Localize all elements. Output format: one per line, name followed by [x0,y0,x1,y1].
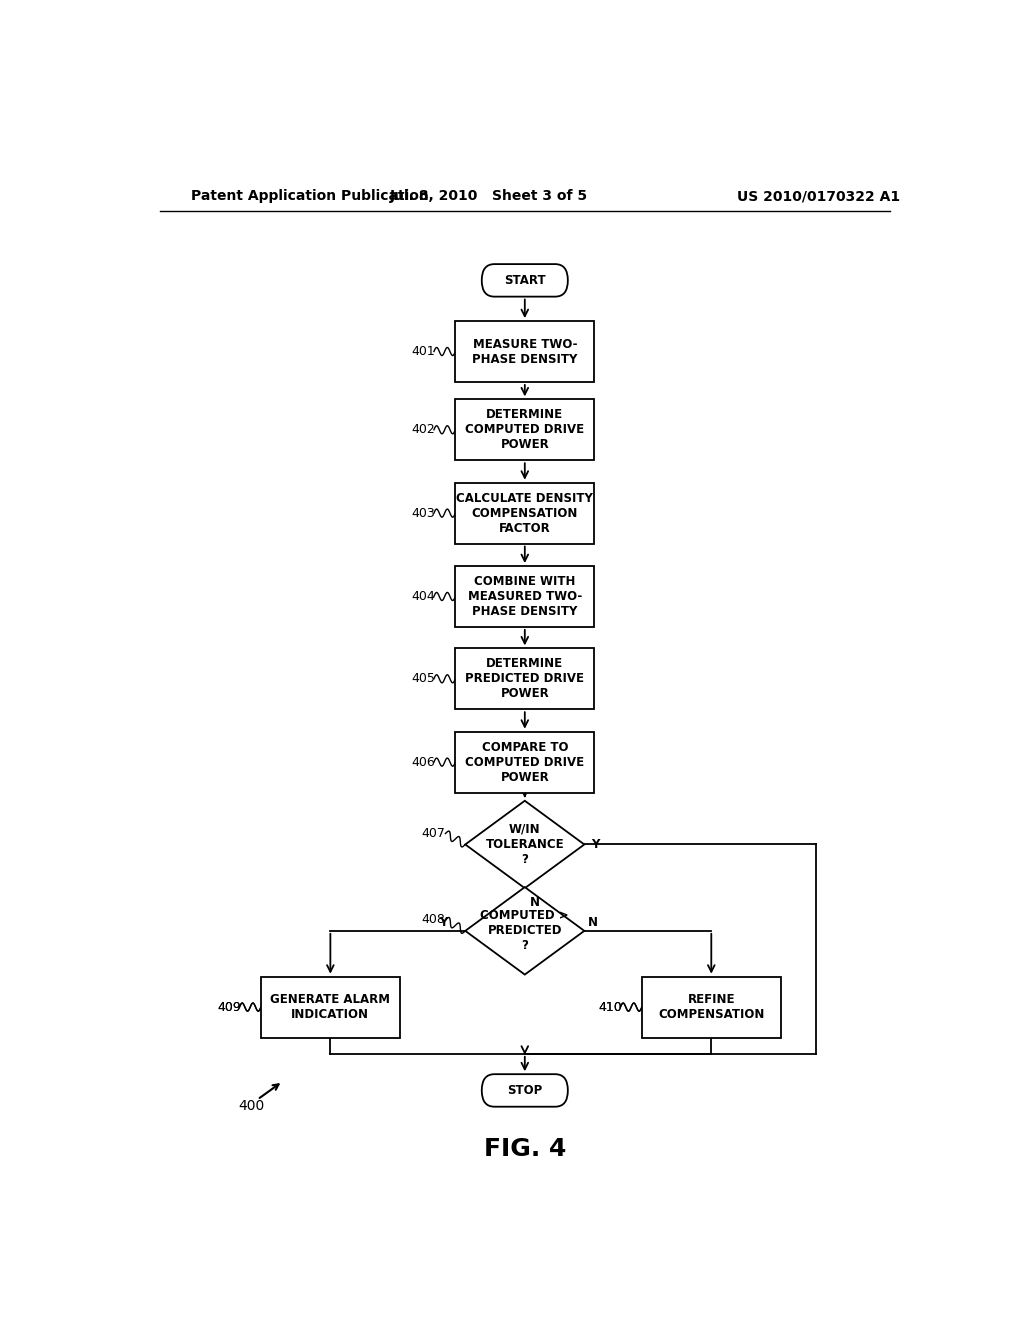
Polygon shape [465,801,585,888]
Text: 407: 407 [422,828,445,840]
Text: Y: Y [439,916,447,929]
FancyBboxPatch shape [642,977,780,1038]
Text: GENERATE ALARM
INDICATION: GENERATE ALARM INDICATION [270,993,390,1022]
FancyBboxPatch shape [481,1074,568,1106]
Text: 410: 410 [598,1001,622,1014]
FancyBboxPatch shape [456,399,594,461]
Text: 409: 409 [217,1001,241,1014]
Text: US 2010/0170322 A1: US 2010/0170322 A1 [737,189,900,203]
FancyBboxPatch shape [261,977,399,1038]
FancyBboxPatch shape [456,321,594,381]
Text: COMPARE TO
COMPUTED DRIVE
POWER: COMPARE TO COMPUTED DRIVE POWER [465,741,585,784]
Text: COMBINE WITH
MEASURED TWO-
PHASE DENSITY: COMBINE WITH MEASURED TWO- PHASE DENSITY [468,576,582,618]
Text: MEASURE TWO-
PHASE DENSITY: MEASURE TWO- PHASE DENSITY [472,338,578,366]
Text: 408: 408 [422,913,445,927]
Text: 404: 404 [412,590,435,603]
Text: STOP: STOP [507,1084,543,1097]
Text: COMPUTED >
PREDICTED
?: COMPUTED > PREDICTED ? [480,909,569,952]
Text: Y: Y [591,838,599,851]
Text: N: N [529,896,540,909]
Text: 403: 403 [412,507,435,520]
Text: W/IN
TOLERANCE
?: W/IN TOLERANCE ? [485,822,564,866]
Text: Patent Application Publication: Patent Application Publication [191,189,429,203]
Text: N: N [588,916,598,929]
FancyBboxPatch shape [456,648,594,709]
Text: DETERMINE
PREDICTED DRIVE
POWER: DETERMINE PREDICTED DRIVE POWER [465,657,585,701]
Text: DETERMINE
COMPUTED DRIVE
POWER: DETERMINE COMPUTED DRIVE POWER [465,408,585,451]
Text: 402: 402 [412,424,435,437]
FancyBboxPatch shape [456,483,594,544]
Text: FIG. 4: FIG. 4 [483,1138,566,1162]
Text: 406: 406 [412,755,435,768]
Text: 400: 400 [238,1098,264,1113]
Text: Jul. 8, 2010   Sheet 3 of 5: Jul. 8, 2010 Sheet 3 of 5 [390,189,588,203]
Text: 410: 410 [598,1001,622,1014]
FancyBboxPatch shape [456,566,594,627]
Text: START: START [504,273,546,286]
Text: CALCULATE DENSITY
COMPENSATION
FACTOR: CALCULATE DENSITY COMPENSATION FACTOR [457,491,593,535]
Text: 405: 405 [412,672,435,685]
FancyBboxPatch shape [481,264,568,297]
Text: REFINE
COMPENSATION: REFINE COMPENSATION [658,993,765,1022]
Text: 401: 401 [412,345,435,358]
Polygon shape [465,887,585,974]
FancyBboxPatch shape [456,731,594,792]
Text: 409: 409 [217,1001,241,1014]
